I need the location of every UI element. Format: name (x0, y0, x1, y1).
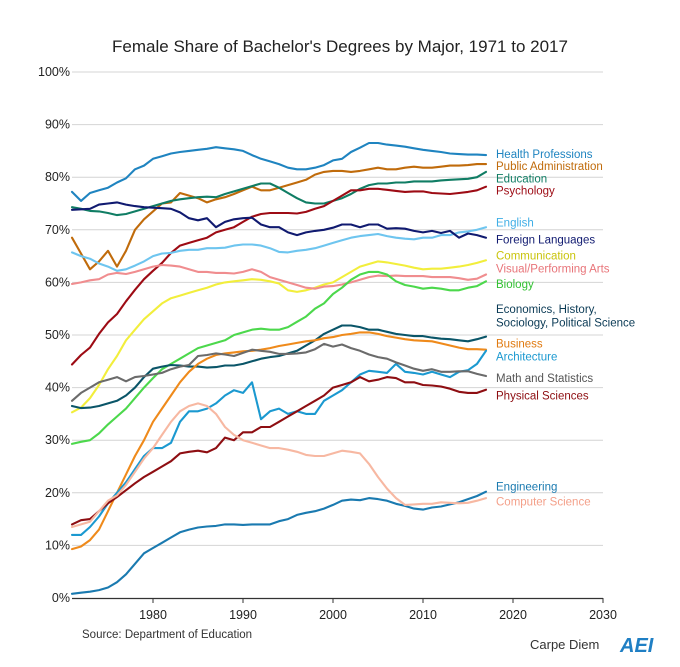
series-end-label: English (496, 217, 534, 229)
series-line-economics-history-sociology-political-science (70, 324, 488, 410)
series-end-label: Math and Statistics (496, 373, 593, 385)
y-tick-label: 0% (52, 591, 70, 605)
series-end-label: Education (496, 173, 547, 185)
y-tick-label: 50% (45, 328, 70, 342)
series-end-label: Health Professions (496, 149, 593, 161)
series-lines (70, 141, 488, 595)
series-end-label: Communication (496, 251, 576, 263)
series-line-education (70, 170, 488, 217)
y-tick-label: 90% (45, 118, 70, 132)
series-end-label: Architecture (496, 352, 557, 364)
x-tick-label: 1990 (229, 608, 257, 622)
x-tick-label: 2010 (409, 608, 437, 622)
series-line-psychology (70, 185, 488, 366)
y-tick-label: 100% (38, 65, 70, 79)
series-line-computer-science (70, 402, 488, 529)
y-tick-label: 80% (45, 170, 70, 184)
x-tick-label: 2020 (499, 608, 527, 622)
series-line-public-administration (70, 163, 488, 271)
source-note: Source: Department of Education (82, 629, 252, 641)
y-tick-label: 30% (45, 433, 70, 447)
series-line-communication (70, 259, 488, 414)
series-end-label: Public Administration (496, 161, 603, 173)
y-tick-label: 20% (45, 486, 70, 500)
series-end-label: Physical Sciences (496, 390, 589, 402)
series-line-health-professions (70, 141, 488, 202)
series-end-label: Business (496, 338, 543, 350)
series-line-physical-sciences (70, 376, 488, 526)
series-end-label: Engineering (496, 481, 557, 493)
y-tick-label: 70% (45, 223, 70, 237)
brand-name: Carpe Diem (530, 637, 599, 652)
series-end-label: Foreign Languages (496, 234, 595, 246)
y-tick-label: 40% (45, 381, 70, 395)
y-tick-label: 60% (45, 275, 70, 289)
series-line-english (70, 226, 488, 272)
x-tick-label: 2000 (319, 608, 347, 622)
series-line-foreign-languages (70, 201, 488, 239)
series-end-label: Psychology (496, 185, 555, 197)
series-line-visual-performing-arts (70, 263, 488, 290)
y-axis-tick-labels: 0% 10% 20% 30% 40% 50% 60% 70% 80% 90% 100% (38, 65, 70, 605)
x-axis-tick-labels: 1980 1990 2000 2010 2020 2030 (139, 598, 617, 622)
series-line-engineering (70, 490, 488, 595)
series-end-label: Computer Science (496, 497, 591, 509)
series-end-label: Visual/Performing Arts (496, 264, 610, 276)
series-line-math-and-statistics (70, 342, 488, 402)
x-tick-label: 1980 (139, 608, 167, 622)
series-end-label: Sociology, Political Science (496, 317, 635, 329)
y-tick-label: 10% (45, 538, 70, 552)
series-line-biology (70, 270, 488, 445)
aei-logo-text: AEI (619, 635, 654, 657)
series-end-label: Biology (496, 279, 534, 291)
series-line-architecture (70, 349, 488, 536)
series-end-label: Economics, History, (496, 304, 597, 316)
aei-logo: AEI (619, 635, 654, 657)
x-tick-label: 2030 (589, 608, 617, 622)
chart-title: Female Share of Bachelor's Degrees by Ma… (112, 37, 568, 56)
series-line-business (70, 331, 488, 551)
